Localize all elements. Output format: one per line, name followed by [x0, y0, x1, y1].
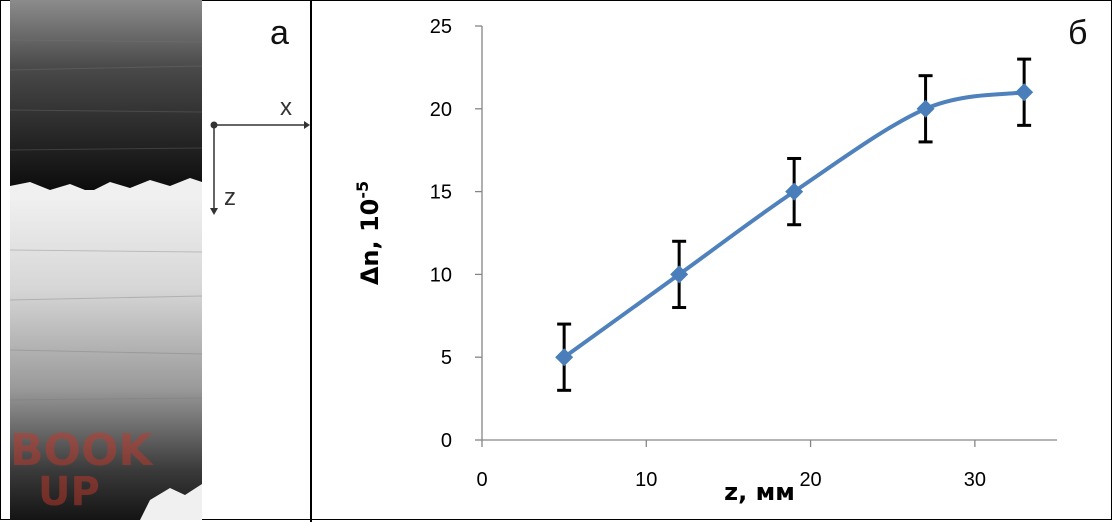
- y-axis-title-main: Δn, 10: [356, 199, 384, 286]
- y-tick-label: 0: [441, 430, 452, 452]
- x-tick-label: 20: [799, 469, 821, 491]
- sample-image: [10, 0, 202, 520]
- x-tick-label: 10: [635, 469, 657, 491]
- data-point: [555, 348, 574, 367]
- watermark-line2: UP: [38, 469, 100, 515]
- data-point: [785, 182, 804, 201]
- y-axis-title-sup: -5: [353, 181, 372, 199]
- panel-label-b: б: [1068, 14, 1088, 52]
- z-axis-letter: z: [224, 184, 236, 211]
- x-axis-letter: x: [280, 94, 292, 121]
- panel-divider: [310, 0, 312, 522]
- x-axis-title: z, мм: [724, 478, 795, 506]
- y-tick-label: 10: [430, 264, 452, 286]
- data-point: [1015, 83, 1034, 102]
- chart: 0 5 10 15 20 25 0 10 20 30 z, мм Δn, 10-5: [353, 16, 1057, 506]
- watermark-line1: BOOK: [10, 425, 153, 476]
- watermark: BOOK UP: [10, 425, 170, 515]
- y-axis-title: Δn, 10-5: [353, 181, 384, 285]
- panel-label-a: а: [270, 14, 289, 52]
- y-tick-label: 20: [430, 99, 452, 121]
- data-point: [916, 99, 935, 118]
- x-tick-label: 30: [964, 469, 986, 491]
- y-tick-label: 5: [441, 347, 452, 369]
- y-tick-label: 25: [430, 16, 452, 38]
- y-tick-label: 15: [430, 182, 452, 204]
- x-tick-label: 0: [476, 469, 487, 491]
- data-point: [670, 265, 689, 284]
- coordinate-axes: [200, 90, 310, 230]
